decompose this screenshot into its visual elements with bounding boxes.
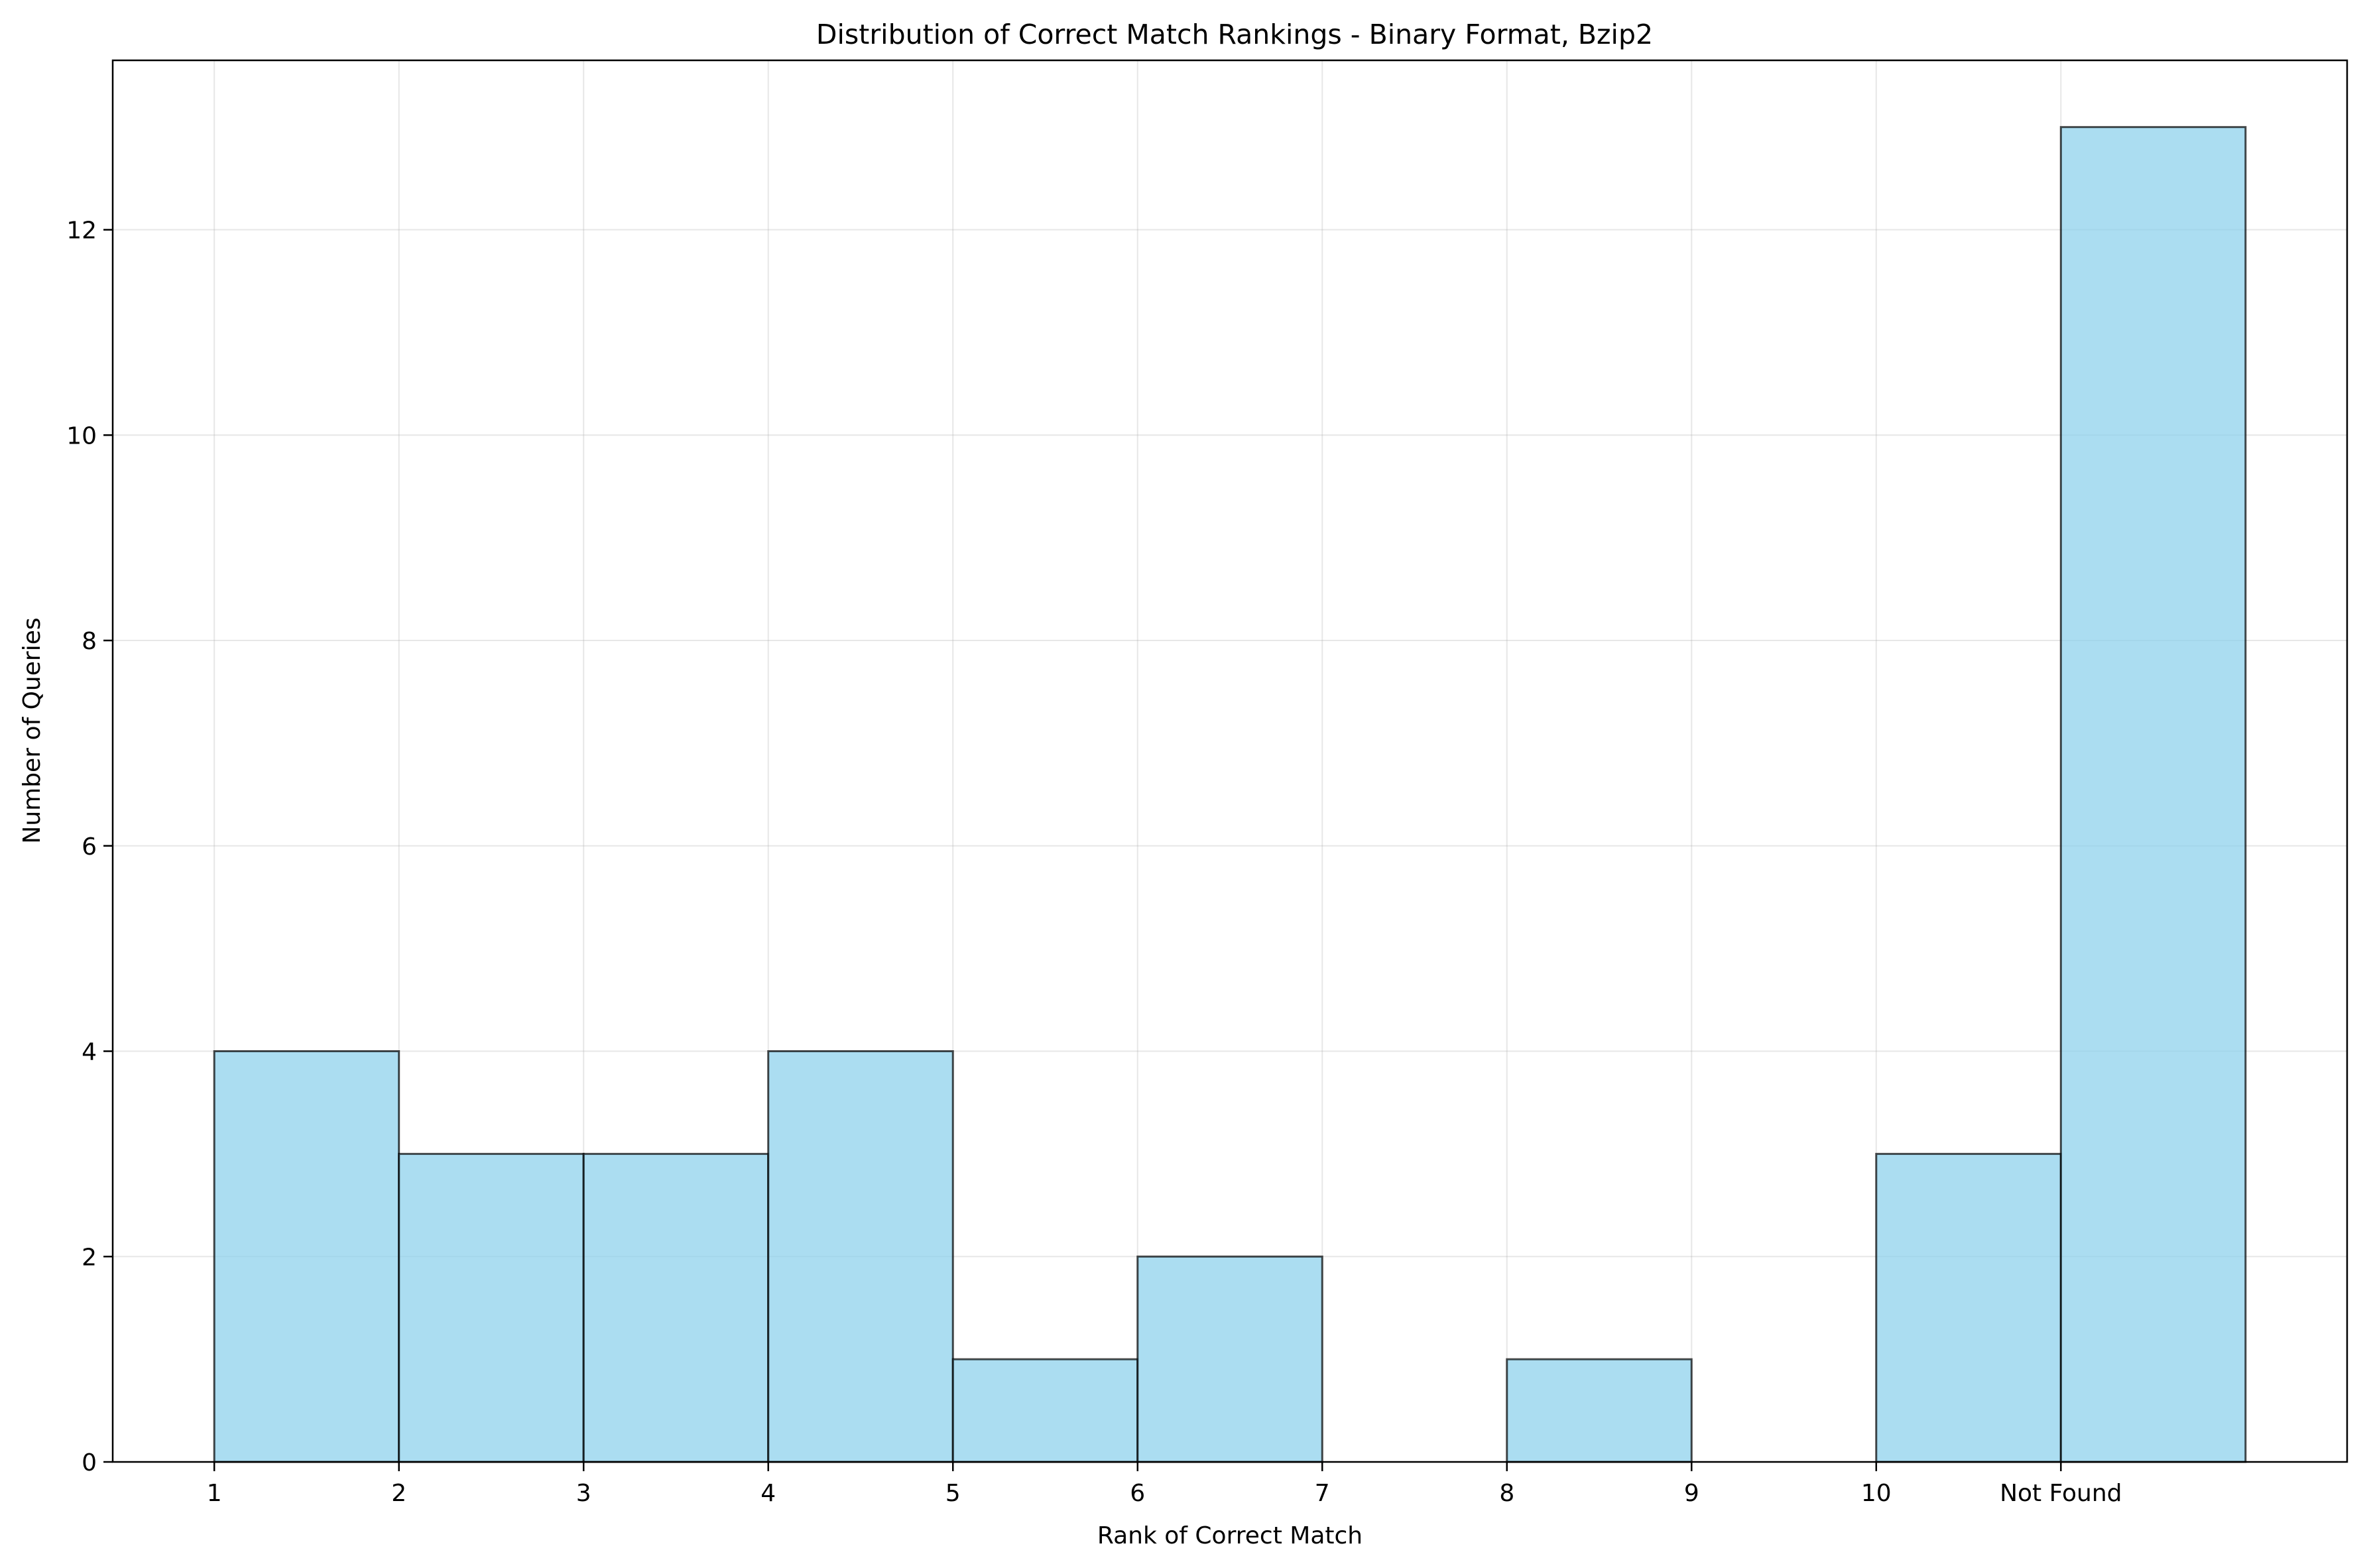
chart-title: Distribution of Correct Match Rankings -… <box>816 19 1653 50</box>
y-tick-label: 6 <box>82 833 97 861</box>
y-tick-label: 0 <box>82 1449 97 1477</box>
x-tick-label: 8 <box>1499 1480 1514 1507</box>
x-tick-label: 7 <box>1315 1480 1330 1507</box>
x-tick-label: Not Found <box>2000 1480 2122 1507</box>
histogram-bar <box>767 1050 954 1463</box>
histogram-bar <box>582 1152 770 1463</box>
x-tick-label: 9 <box>1684 1480 1699 1507</box>
x-tick-label: 1 <box>207 1480 222 1507</box>
histogram-bar <box>2059 126 2247 1463</box>
histogram-bars <box>213 126 2247 1463</box>
histogram-bar <box>1136 1255 1323 1463</box>
x-tick-label: 2 <box>391 1480 406 1507</box>
y-tick-label: 4 <box>82 1039 97 1066</box>
histogram-bar <box>951 1358 1139 1463</box>
x-tick-label: 3 <box>576 1480 591 1507</box>
x-tick-label: 10 <box>1861 1480 1892 1507</box>
x-tick-label: 4 <box>760 1480 776 1507</box>
y-tick-label: 12 <box>66 217 97 245</box>
plot-frame <box>111 59 2348 1463</box>
x-axis-label: Rank of Correct Match <box>1097 1522 1363 1549</box>
y-tick-label: 10 <box>66 422 97 450</box>
y-tick-label: 8 <box>82 628 97 655</box>
y-tick-label: 2 <box>82 1244 97 1271</box>
histogram-bar <box>398 1152 585 1463</box>
x-tick-label: 5 <box>945 1480 961 1507</box>
histogram-bar <box>213 1050 400 1463</box>
x-tick-label: 6 <box>1130 1480 1145 1507</box>
histogram-bar <box>1875 1152 2062 1463</box>
histogram-bar <box>1506 1358 1693 1463</box>
y-axis-label: Number of Queries <box>19 617 46 843</box>
